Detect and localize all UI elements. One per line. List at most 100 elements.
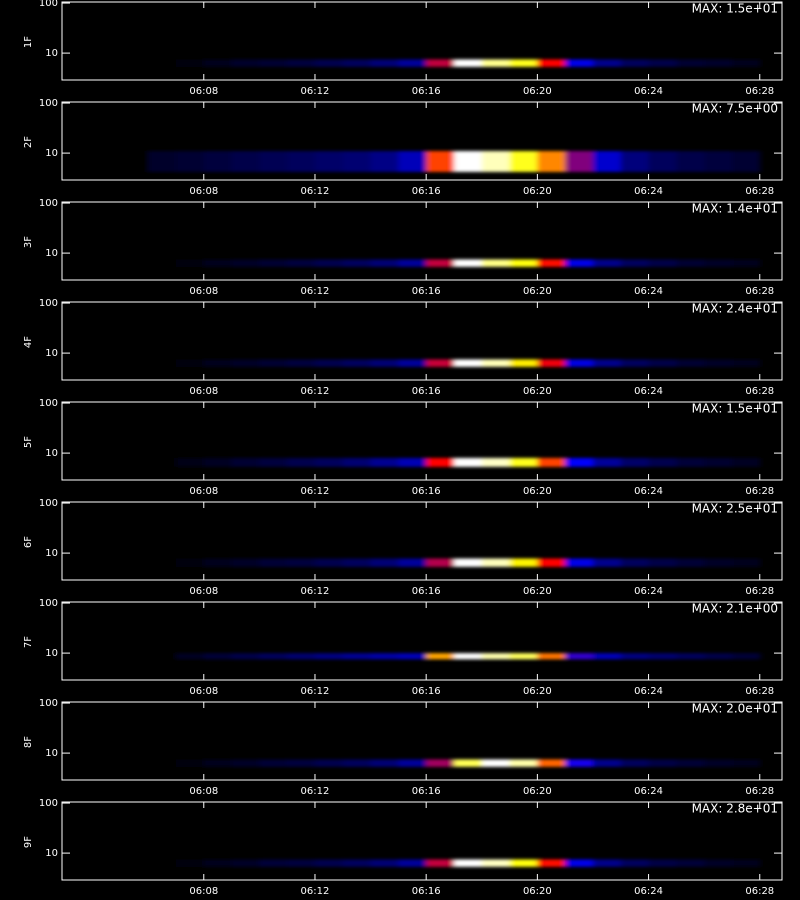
x-tick-label: 06:16 xyxy=(412,586,441,597)
heat-cell xyxy=(537,59,566,67)
heat-cell xyxy=(259,653,288,660)
heat-cell xyxy=(731,759,761,767)
heat-cell xyxy=(731,151,761,172)
heat-cell xyxy=(92,859,121,867)
heat-cell xyxy=(148,359,177,367)
heat-cell xyxy=(676,151,705,172)
heat-cell xyxy=(537,859,566,867)
heat-cell xyxy=(64,151,94,172)
heat-cell xyxy=(148,59,177,67)
heat-cell xyxy=(120,151,149,172)
heat-cell xyxy=(648,653,677,660)
y-tick-label: 100 xyxy=(39,698,58,709)
heat-cell xyxy=(509,859,538,867)
heat-cell xyxy=(426,859,455,867)
heat-cell xyxy=(259,359,288,367)
heat-cell xyxy=(537,359,566,367)
heat-cell xyxy=(620,151,650,172)
heat-cell xyxy=(648,457,677,467)
heat-cell xyxy=(314,759,344,767)
heat-cell xyxy=(342,558,372,567)
y-tick-label: 10 xyxy=(45,148,58,159)
heat-cell xyxy=(620,59,650,67)
y-tick-label: 100 xyxy=(39,298,58,309)
heat-cell xyxy=(592,759,622,767)
x-tick-label: 06:16 xyxy=(412,186,441,197)
x-tick-label: 06:08 xyxy=(189,86,218,97)
heat-cell xyxy=(342,457,372,467)
heat-cell xyxy=(120,558,149,567)
heat-cell xyxy=(676,653,705,660)
heat-cell xyxy=(342,859,372,867)
plot-frame xyxy=(61,801,783,881)
heat-cell xyxy=(509,457,538,467)
heat-cell xyxy=(120,653,149,660)
x-tick-label: 06:08 xyxy=(189,586,218,597)
plot-frame xyxy=(61,701,783,781)
heat-cell xyxy=(731,59,761,67)
panel: 06:08 06:12 06:16 06:20 06:24 06:28 10 100 3F MAX… xyxy=(23,198,783,297)
x-tick-label: 06:20 xyxy=(523,786,552,797)
heat-cell xyxy=(453,859,483,867)
heat-cell xyxy=(426,759,455,767)
heat-cell xyxy=(426,558,455,567)
x-tick-label: 06:08 xyxy=(189,786,218,797)
heat-cell xyxy=(398,859,427,867)
heat-cell xyxy=(398,151,427,172)
heat-cell xyxy=(398,59,427,67)
max-annotation: MAX: 1.4e+01 xyxy=(692,202,778,216)
heat-cell xyxy=(92,653,121,660)
x-tick-label: 06:12 xyxy=(301,86,330,97)
heat-cell xyxy=(398,558,427,567)
y-axis-label: 3F xyxy=(23,236,34,248)
heat-cell xyxy=(731,653,761,660)
heat-cell xyxy=(676,457,705,467)
heat-cell xyxy=(481,653,511,660)
heat-cell xyxy=(175,759,205,767)
heat-cell xyxy=(342,759,372,767)
heat-cell xyxy=(481,759,511,767)
x-tick-label: 06:20 xyxy=(523,286,552,297)
heat-cell xyxy=(148,859,177,867)
max-annotation: MAX: 2.5e+01 xyxy=(692,502,778,516)
max-annotation: MAX: 2.4e+01 xyxy=(692,302,778,316)
x-tick-label: 06:28 xyxy=(745,86,774,97)
y-tick-label: 100 xyxy=(39,498,58,509)
heat-cell xyxy=(704,759,733,767)
heat-cell xyxy=(175,859,205,867)
heat-cell xyxy=(231,359,260,367)
heatmap xyxy=(64,859,761,867)
heat-cell xyxy=(509,151,538,172)
heat-cell xyxy=(370,859,399,867)
heat-cell xyxy=(64,59,94,67)
heat-cell xyxy=(565,457,594,467)
y-tick-label: 10 xyxy=(45,48,58,59)
heat-cell xyxy=(148,259,177,267)
heat-cell xyxy=(120,859,149,867)
heat-cell xyxy=(592,457,622,467)
heat-cell xyxy=(287,558,316,567)
heat-cell xyxy=(592,359,622,367)
x-tick-label: 06:16 xyxy=(412,786,441,797)
x-tick-label: 06:16 xyxy=(412,86,441,97)
y-axis-label: 8F xyxy=(23,736,34,748)
heat-cell xyxy=(120,59,149,67)
x-tick-label: 06:28 xyxy=(745,286,774,297)
heat-cell xyxy=(453,59,483,67)
x-tick-label: 06:16 xyxy=(412,486,441,497)
heat-cell xyxy=(731,259,761,267)
heat-cell xyxy=(203,859,233,867)
heat-cell xyxy=(704,359,733,367)
heat-cell xyxy=(92,558,121,567)
heat-cell xyxy=(704,59,733,67)
heat-cell xyxy=(148,457,177,467)
x-tick-label: 06:20 xyxy=(523,486,552,497)
heat-cell xyxy=(203,653,233,660)
heat-cell xyxy=(370,259,399,267)
y-tick-label: 100 xyxy=(39,198,58,209)
y-tick-label: 10 xyxy=(45,548,58,559)
heat-cell xyxy=(509,59,538,67)
heat-cell xyxy=(648,151,677,172)
heat-cell xyxy=(565,653,594,660)
heat-cell xyxy=(398,359,427,367)
